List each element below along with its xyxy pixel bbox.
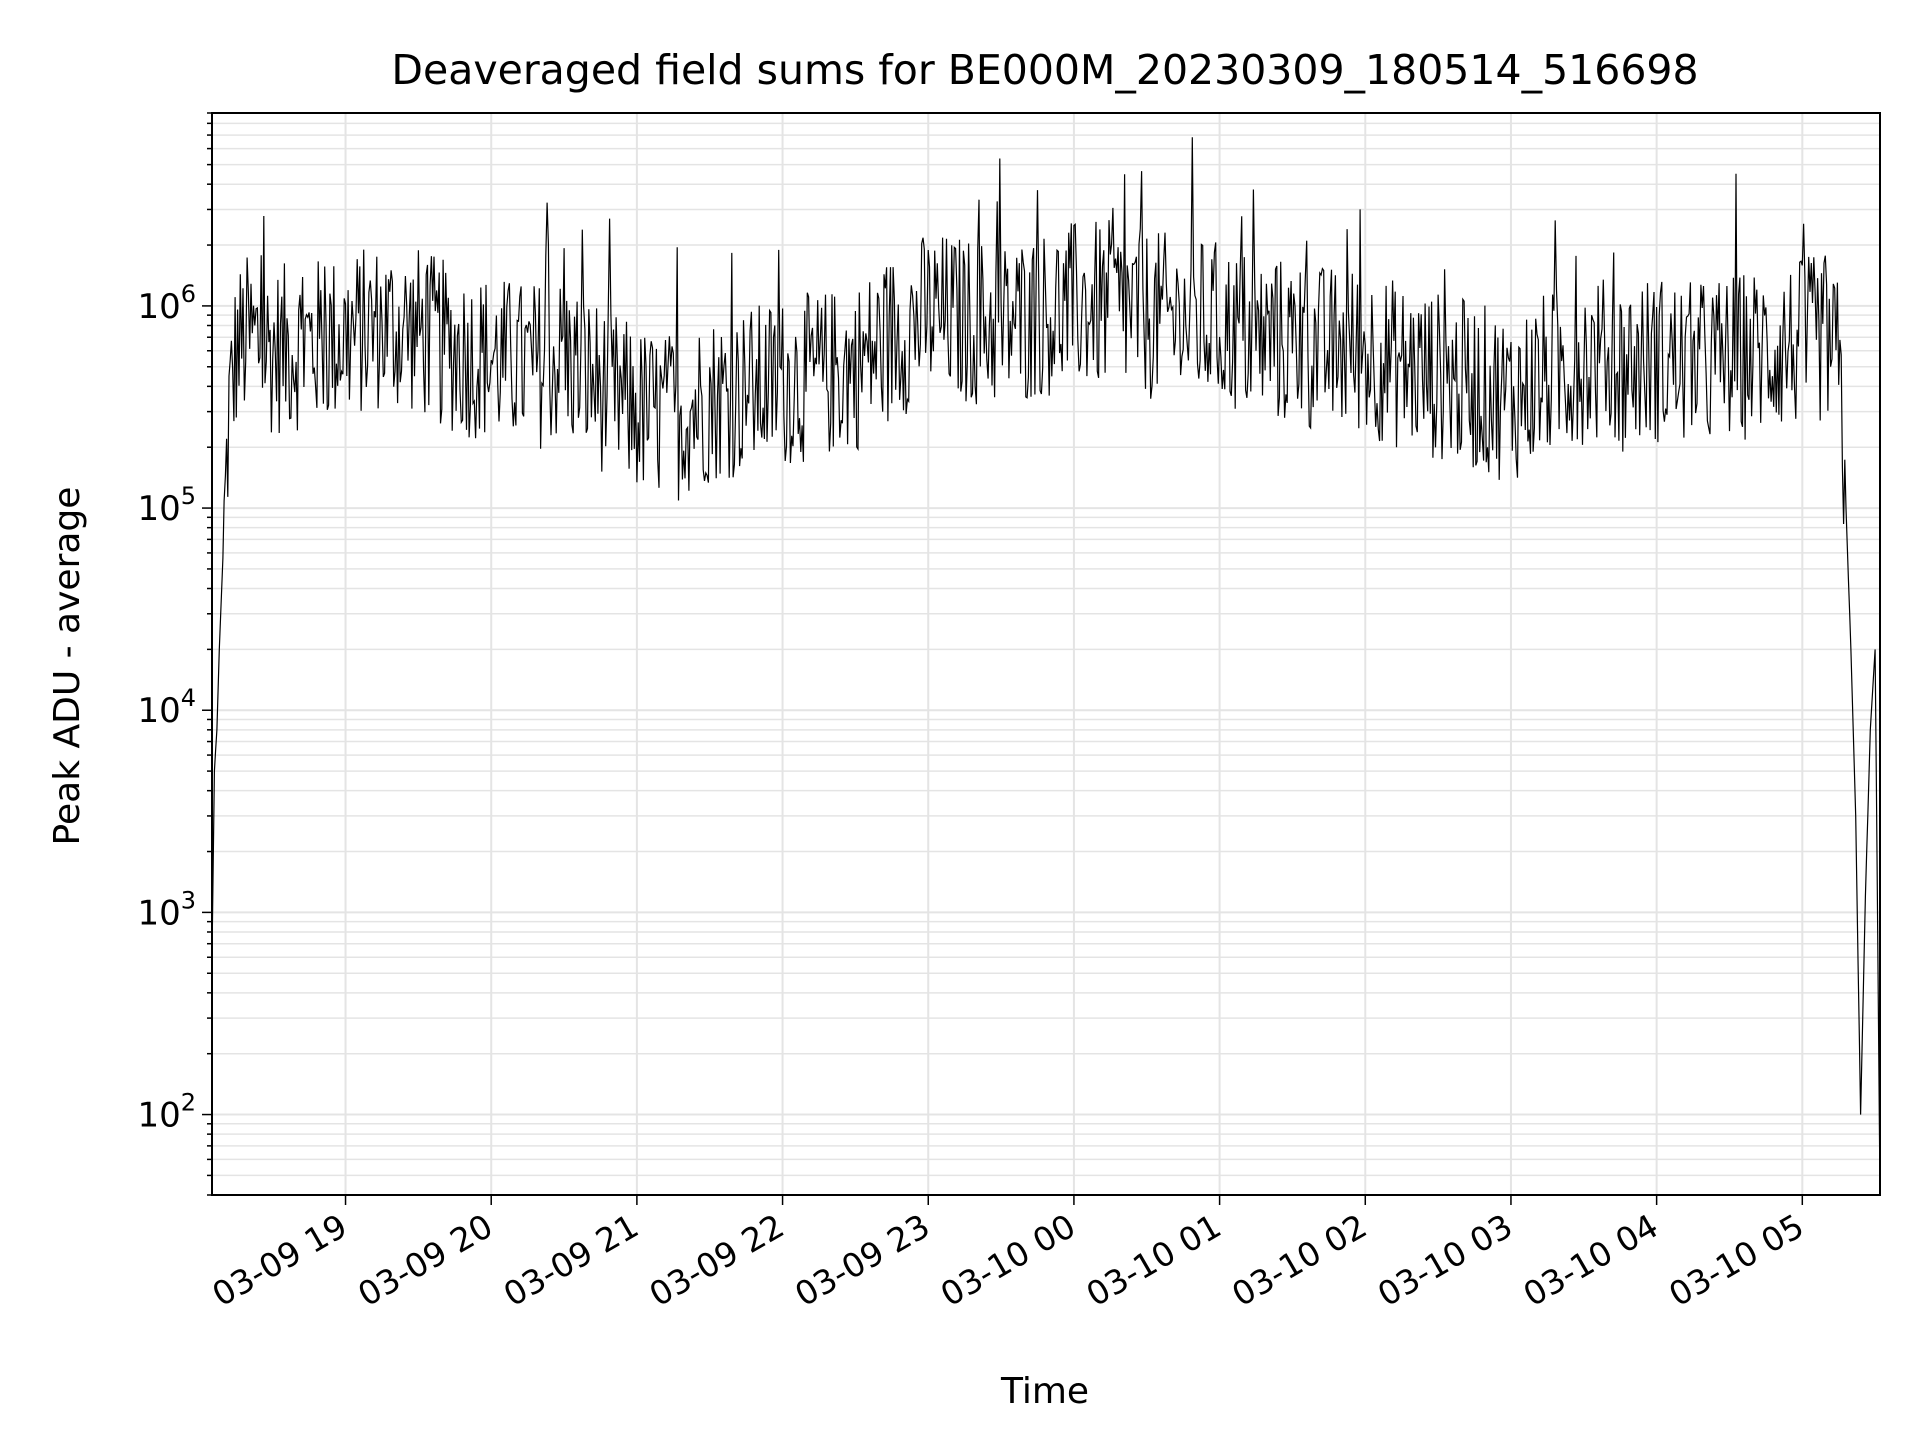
y-tick-base: 10	[137, 287, 180, 327]
y-tick-exponent: 6	[181, 280, 196, 308]
x-axis-label: Time	[1000, 1371, 1089, 1412]
y-tick-base: 10	[137, 893, 180, 933]
y-tick-base: 10	[137, 489, 180, 529]
y-tick-label: 103	[137, 886, 196, 933]
y-tick-label: 102	[137, 1089, 196, 1136]
y-tick-label: 106	[137, 280, 196, 327]
y-tick-label: 105	[137, 482, 196, 529]
y-axis-label: Peak ADU - average	[47, 487, 88, 846]
chart-title: Deaveraged field sums for BE000M_2023030…	[391, 46, 1698, 94]
y-tick-base: 10	[137, 691, 180, 731]
y-tick-label: 104	[137, 684, 196, 731]
y-tick-exponent: 3	[181, 886, 196, 914]
y-tick-exponent: 5	[181, 482, 196, 510]
series-layer	[211, 137, 1881, 1196]
y-tick-exponent: 2	[181, 1089, 196, 1117]
y-tick-base: 10	[137, 1096, 180, 1136]
plot-frame	[211, 112, 1881, 1196]
grid	[212, 112, 1880, 1196]
y-tick-exponent: 4	[181, 684, 196, 712]
series-line	[211, 137, 1881, 1196]
